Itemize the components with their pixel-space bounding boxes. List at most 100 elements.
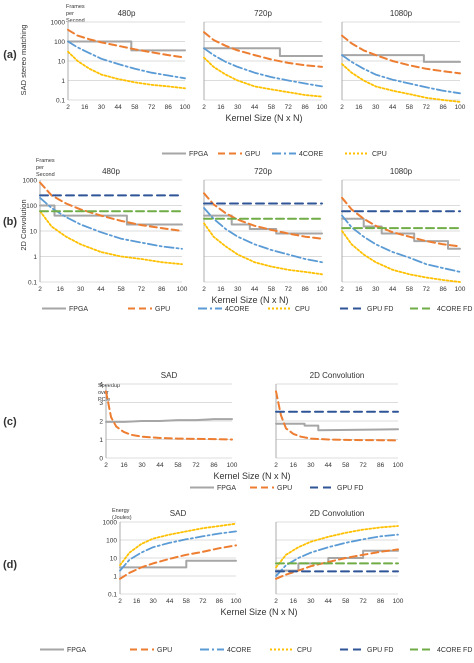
x-tick-label: 44 bbox=[325, 462, 333, 469]
x-tick-label: 58 bbox=[118, 286, 126, 293]
subplot-2d-convolution: 2D Convolution 2 16 30 44 58 72 86 100 bbox=[274, 509, 404, 605]
x-tick-label: 86 bbox=[165, 104, 173, 111]
x-tick-label: 58 bbox=[174, 462, 182, 469]
series-line-4core bbox=[341, 54, 461, 95]
panel-label: (c) bbox=[3, 416, 17, 428]
x-tick-label: 58 bbox=[268, 104, 276, 111]
y-tick-label: 1000 bbox=[23, 178, 38, 185]
legend-label: GPU bbox=[155, 306, 170, 313]
y-unit-line: Frames bbox=[36, 158, 55, 164]
series-line-4core bbox=[119, 530, 237, 572]
x-tick-label: 44 bbox=[251, 286, 259, 293]
x-tick-label: 100 bbox=[455, 286, 466, 293]
legend-label: FPGA bbox=[217, 485, 236, 492]
x-tick-label: 2 bbox=[104, 462, 108, 469]
legend-item-cpu: CPU bbox=[268, 306, 310, 313]
legend-item-gpu: GPU bbox=[250, 485, 292, 492]
subplot-title: 2D Convolution bbox=[310, 509, 365, 518]
y-unit-line: Second bbox=[66, 18, 85, 24]
y-tick-label: 100 bbox=[106, 538, 117, 545]
x-tick-label: 58 bbox=[131, 104, 139, 111]
series-line-4core bbox=[203, 47, 323, 88]
x-tick-label: 2 bbox=[274, 598, 278, 605]
y-tick-label: 2 bbox=[99, 419, 103, 426]
x-axis: 2 16 30 44 58 72 86 100 bbox=[274, 462, 404, 469]
x-tick-label: 86 bbox=[302, 104, 310, 111]
x-tick-label: 2 bbox=[340, 286, 344, 293]
x-tick-label: 100 bbox=[455, 104, 466, 111]
x-tick-label: 86 bbox=[210, 462, 218, 469]
x-tick-label: 100 bbox=[180, 104, 191, 111]
subplot-title: 720p bbox=[254, 167, 272, 176]
y-tick-label: 1 bbox=[113, 574, 117, 581]
legend-label: CPU bbox=[372, 151, 387, 158]
legend: FPGA GPU GPU FD bbox=[190, 485, 363, 492]
legend-label: CPU bbox=[297, 647, 312, 654]
vertical-axis-label: 2D Convolution bbox=[19, 199, 28, 250]
series-line-cpu bbox=[39, 210, 183, 266]
x-tick-label: 44 bbox=[251, 104, 259, 111]
x-tick-label: 2 bbox=[340, 104, 344, 111]
series-line-gpu bbox=[341, 34, 461, 75]
legend-label: 4CORE FD bbox=[437, 306, 472, 313]
x-tick-label: 72 bbox=[360, 598, 368, 605]
series-line-cpu bbox=[341, 230, 461, 283]
y-tick-label: 0.1 bbox=[108, 592, 117, 599]
x-tick-label: 44 bbox=[97, 286, 105, 293]
x-tick-label: 44 bbox=[389, 104, 397, 111]
y-tick-label: 1 bbox=[61, 78, 65, 85]
series-line-cpu bbox=[119, 522, 237, 567]
legend-label: FPGA bbox=[69, 306, 88, 313]
legend-label: GPU bbox=[245, 151, 260, 158]
x-tick-label: 16 bbox=[133, 598, 141, 605]
subplot-title: 480p bbox=[118, 9, 136, 18]
series-line-fpga bbox=[105, 418, 233, 423]
x-tick-label: 86 bbox=[302, 286, 310, 293]
x-tick-label: 86 bbox=[158, 286, 166, 293]
x-tick-label: 86 bbox=[377, 462, 385, 469]
x-tick-label: 30 bbox=[150, 598, 158, 605]
x-tick-label: 2 bbox=[274, 462, 278, 469]
y-tick-label: 100 bbox=[26, 203, 37, 210]
y-tick-label: 1000 bbox=[51, 20, 66, 27]
x-tick-label: 72 bbox=[423, 286, 431, 293]
legend-label: 4CORE bbox=[227, 647, 251, 654]
x-axis-label: Kernel Size (N x N) bbox=[211, 295, 288, 305]
series-line-4core bbox=[203, 207, 323, 264]
series-line-gpu bbox=[203, 192, 323, 240]
x-tick-label: 16 bbox=[290, 462, 298, 469]
y-tick-label: 0.1 bbox=[28, 280, 37, 287]
legend-label: FPGA bbox=[67, 647, 86, 654]
x-tick-label: 16 bbox=[355, 286, 363, 293]
legend-label: FPGA bbox=[189, 151, 208, 158]
x-axis-label: Kernel Size (N x N) bbox=[213, 471, 290, 481]
y-tick-label: 10 bbox=[110, 556, 118, 563]
legend-item-4core-fd: 4CORE FD bbox=[410, 306, 472, 313]
x-tick-label: 44 bbox=[166, 598, 174, 605]
x-tick-label: 44 bbox=[389, 286, 397, 293]
legend-item-4core: 4CORE bbox=[272, 151, 323, 158]
x-tick-label: 72 bbox=[192, 462, 200, 469]
subplot-title: 720p bbox=[254, 9, 272, 18]
series-line-gpu bbox=[275, 548, 399, 580]
series-line-fpga bbox=[119, 559, 237, 569]
series-line-cpu bbox=[341, 63, 461, 103]
x-tick-label: 30 bbox=[307, 598, 315, 605]
legend: FPGA GPU 4CORE CPU GPU FD 4CORE FD bbox=[40, 647, 472, 654]
series-line-fpga bbox=[341, 54, 461, 63]
x-axis: 2 16 30 44 58 72 86 100 bbox=[38, 286, 188, 293]
series-line-gpu bbox=[105, 390, 233, 441]
y-unit-line: Energy bbox=[112, 508, 130, 514]
legend-item-fpga: FPGA bbox=[162, 151, 208, 158]
subplot-title: 1080p bbox=[390, 167, 413, 176]
x-tick-label: 16 bbox=[57, 286, 65, 293]
subplot-sad: SAD 1000 100 10 1 0.12 16 30 44 58 72 86 100 bbox=[103, 509, 242, 605]
x-tick-label: 86 bbox=[440, 104, 448, 111]
x-tick-label: 2 bbox=[118, 598, 122, 605]
x-tick-label: 58 bbox=[406, 104, 414, 111]
legend-label: GPU bbox=[277, 485, 292, 492]
y-unit-label: Energy(Joules) bbox=[112, 508, 132, 521]
series-line-gpu bbox=[39, 181, 183, 232]
